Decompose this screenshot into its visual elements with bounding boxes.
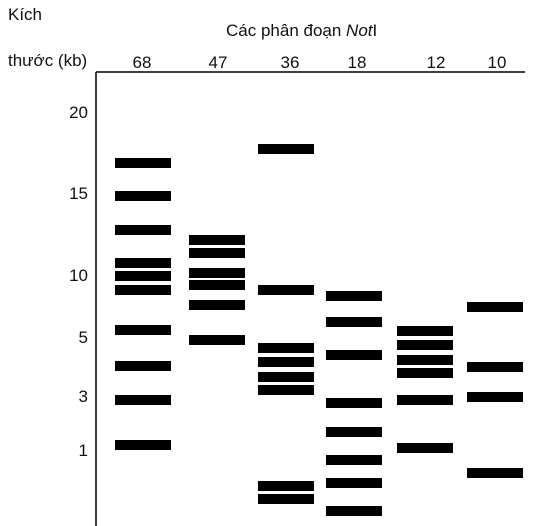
lane-label: 36 (281, 53, 300, 72)
band (326, 506, 382, 516)
band (115, 440, 171, 450)
size-marker: 10 (69, 266, 88, 285)
band (326, 427, 382, 437)
band (397, 443, 453, 453)
band (397, 395, 453, 405)
band (115, 258, 171, 268)
band (115, 285, 171, 295)
band (189, 268, 245, 278)
band (189, 235, 245, 245)
lane-label: 10 (488, 53, 507, 72)
band (467, 362, 523, 372)
lane-label: 47 (209, 53, 228, 72)
band (397, 340, 453, 350)
band (189, 300, 245, 310)
band (326, 478, 382, 488)
size-marker: 15 (69, 184, 88, 203)
band (258, 357, 314, 367)
title-part: I (373, 21, 378, 40)
band (115, 191, 171, 201)
band (115, 325, 171, 335)
band (258, 372, 314, 382)
lane-label: 68 (133, 53, 152, 72)
band (467, 468, 523, 478)
size-label: thước (kb) (8, 51, 87, 70)
band (189, 335, 245, 345)
size-marker: 3 (79, 387, 88, 406)
title-part: Các phân đoạn (226, 21, 346, 40)
band (189, 248, 245, 258)
band (326, 455, 382, 465)
band (397, 355, 453, 365)
size-label: Kích (8, 5, 42, 24)
band (115, 361, 171, 371)
band (258, 385, 314, 395)
band (326, 291, 382, 301)
band (258, 343, 314, 353)
band (326, 350, 382, 360)
band (397, 368, 453, 378)
band (467, 302, 523, 312)
band (258, 494, 314, 504)
title: Các phân đoạn NotI (226, 21, 377, 40)
band (326, 398, 382, 408)
band (467, 392, 523, 402)
lane-label: 12 (427, 53, 446, 72)
gel-diagram: Kích thước (kb) Các phân đoạn NotI 20151… (0, 0, 533, 526)
size-marker: 20 (69, 103, 88, 122)
title-part: Not (346, 21, 374, 40)
band (115, 158, 171, 168)
size-marker: 1 (79, 441, 88, 460)
band (115, 271, 171, 281)
band (397, 326, 453, 336)
lane-label: 18 (348, 53, 367, 72)
band (115, 225, 171, 235)
band (258, 144, 314, 154)
band (115, 395, 171, 405)
size-marker: 5 (79, 328, 88, 347)
band (258, 481, 314, 491)
band (258, 285, 314, 295)
band (189, 280, 245, 290)
band (326, 317, 382, 327)
